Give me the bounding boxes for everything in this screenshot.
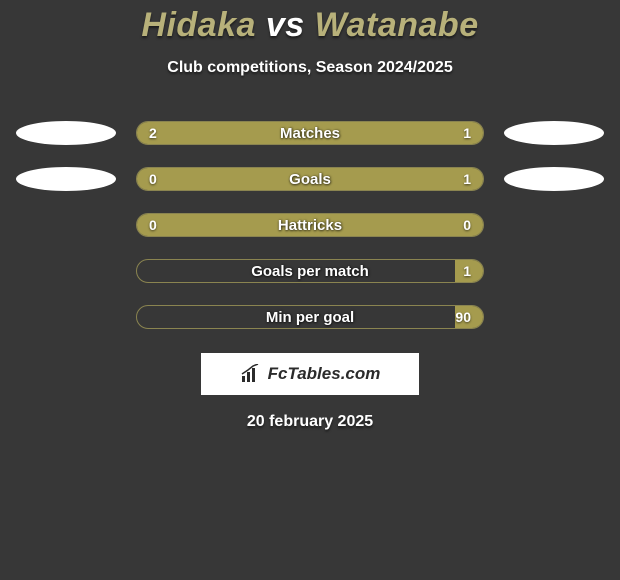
subtitle: Club competitions, Season 2024/2025 [167, 59, 452, 77]
stat-label: Min per goal [137, 306, 483, 328]
stat-bar: 21Matches [136, 121, 484, 145]
brand-box: FcTables.com [201, 353, 419, 395]
stat-label: Goals per match [137, 260, 483, 282]
stat-label: Goals [137, 168, 483, 190]
stat-row: 00Hattricks [0, 213, 620, 237]
player2-name: Watanabe [315, 6, 479, 44]
comparison-card: Hidaka vs Watanabe Club competitions, Se… [0, 0, 620, 431]
brand-chart-icon [240, 364, 262, 384]
stat-label: Matches [137, 122, 483, 144]
avatar-spacer [16, 305, 116, 329]
stat-bar: 90Min per goal [136, 305, 484, 329]
stat-row: 21Matches [0, 121, 620, 145]
player2-avatar [504, 167, 604, 191]
player2-avatar [504, 121, 604, 145]
player1-name: Hidaka [141, 6, 256, 44]
stat-bar: 00Hattricks [136, 213, 484, 237]
avatar-spacer [504, 259, 604, 283]
player1-avatar [16, 121, 116, 145]
stat-bar: 01Goals [136, 167, 484, 191]
player1-avatar [16, 167, 116, 191]
stat-row: 1Goals per match [0, 259, 620, 283]
stats-block: 21Matches 01Goals 00Hattricks 1Goals per ma… [0, 121, 620, 329]
page-title: Hidaka vs Watanabe [141, 6, 478, 45]
brand-text: FcTables.com [268, 364, 381, 384]
stat-row: 90Min per goal [0, 305, 620, 329]
stat-bar: 1Goals per match [136, 259, 484, 283]
avatar-spacer [16, 259, 116, 283]
avatar-spacer [16, 213, 116, 237]
stat-label: Hattricks [137, 214, 483, 236]
avatar-spacer [504, 305, 604, 329]
stat-row: 01Goals [0, 167, 620, 191]
vs-text: vs [266, 6, 305, 44]
avatar-spacer [504, 213, 604, 237]
footer-date: 20 february 2025 [247, 413, 373, 431]
